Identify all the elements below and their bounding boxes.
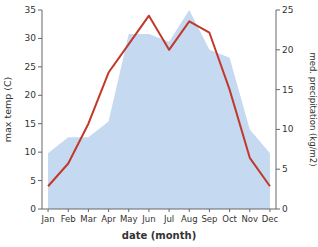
y2-tick-label: 10 bbox=[282, 124, 294, 134]
y-tick-label: 35 bbox=[25, 5, 36, 15]
x-tick-label: Apr bbox=[101, 214, 116, 224]
y2-axis-title: med. precipitation (kg/m2) bbox=[308, 52, 318, 166]
x-tick bbox=[108, 209, 109, 212]
x-tick bbox=[128, 209, 129, 212]
x-axis-line bbox=[42, 209, 276, 210]
y-tick-label: 10 bbox=[25, 147, 37, 157]
marks bbox=[48, 10, 270, 209]
x-tick bbox=[48, 209, 49, 212]
y-tick bbox=[38, 152, 42, 153]
y2-tick bbox=[276, 209, 280, 210]
x-tick-label: Oct bbox=[222, 214, 237, 224]
y2-tick bbox=[276, 129, 280, 130]
y2-axis-line bbox=[276, 10, 277, 209]
y-tick bbox=[38, 95, 42, 96]
y2-tick bbox=[276, 169, 280, 170]
x-tick bbox=[209, 209, 210, 212]
y-tick-label: 0 bbox=[30, 204, 36, 214]
y-axis-line bbox=[42, 10, 43, 209]
x-tick bbox=[68, 209, 69, 212]
x-tick bbox=[189, 209, 190, 212]
x-tick-label: Jun bbox=[141, 214, 155, 224]
x-tick-label: Dec bbox=[262, 214, 279, 224]
y2-tick-label: 15 bbox=[282, 85, 293, 95]
chart: 051015202530350510152025JanFebMarAprMayJ… bbox=[0, 0, 318, 247]
x-tick-label: Nov bbox=[241, 214, 258, 224]
y-tick-label: 20 bbox=[25, 90, 37, 100]
precipitation-area bbox=[48, 10, 270, 209]
y2-tick-label: 5 bbox=[282, 164, 288, 174]
y2-tick bbox=[276, 89, 280, 90]
x-tick bbox=[88, 209, 89, 212]
x-tick-label: Mar bbox=[80, 214, 97, 224]
x-tick bbox=[148, 209, 149, 212]
x-axis-title: date (month) bbox=[122, 230, 196, 241]
y-tick-label: 15 bbox=[25, 119, 36, 129]
y2-tick bbox=[276, 10, 280, 11]
y-axis-title: max temp (C) bbox=[2, 77, 13, 143]
y-tick bbox=[38, 209, 42, 210]
y2-tick-label: 25 bbox=[282, 5, 293, 15]
y2-tick-label: 20 bbox=[282, 45, 294, 55]
x-tick bbox=[269, 209, 270, 212]
y-tick bbox=[38, 66, 42, 67]
y-tick-label: 5 bbox=[30, 176, 36, 186]
x-tick-label: Jan bbox=[40, 214, 54, 224]
y-tick bbox=[38, 123, 42, 124]
y2-tick-label: 0 bbox=[282, 204, 288, 214]
y-tick-label: 30 bbox=[25, 33, 37, 43]
y-tick bbox=[38, 180, 42, 181]
x-tick-label: Jul bbox=[163, 214, 174, 224]
y-tick-label: 25 bbox=[25, 62, 36, 72]
y2-tick bbox=[276, 49, 280, 50]
x-tick bbox=[169, 209, 170, 212]
x-tick-label: May bbox=[120, 214, 138, 224]
temperature-line bbox=[48, 16, 270, 187]
x-tick-label: Sep bbox=[201, 214, 217, 224]
x-tick bbox=[249, 209, 250, 212]
x-tick-label: Feb bbox=[61, 214, 76, 224]
x-tick-label: Aug bbox=[181, 214, 198, 224]
chart-container: 051015202530350510152025JanFebMarAprMayJ… bbox=[0, 0, 318, 247]
y-tick bbox=[38, 38, 42, 39]
x-tick bbox=[229, 209, 230, 212]
y-tick bbox=[38, 10, 42, 11]
